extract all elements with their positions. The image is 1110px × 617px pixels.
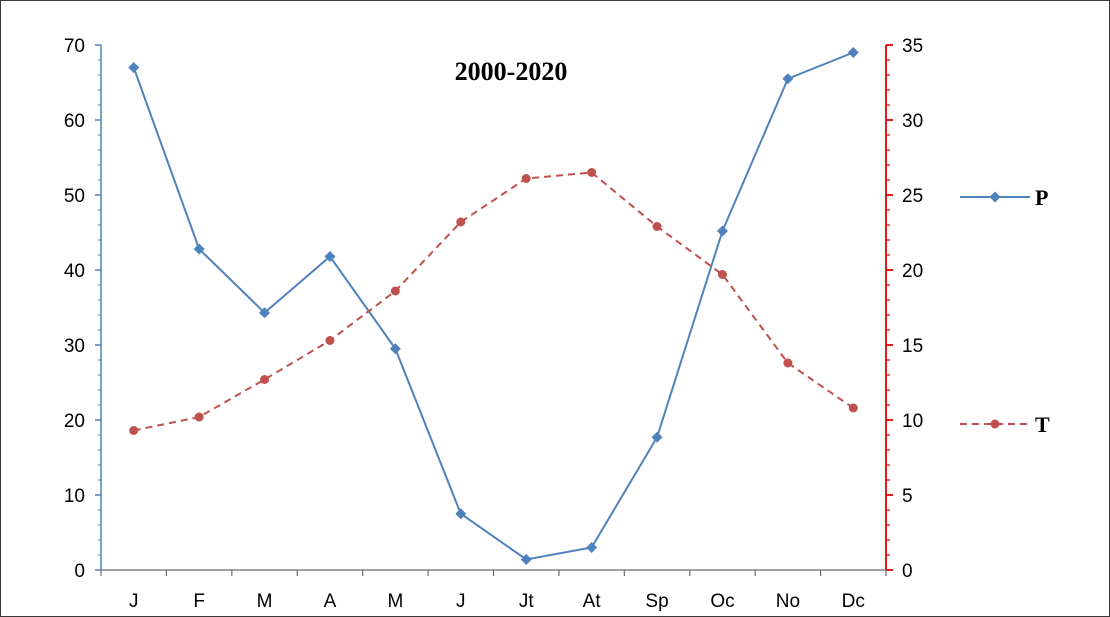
series-t-point — [652, 222, 662, 231]
series-p-line — [132, 51, 854, 561]
right-axis-tick-label: 35 — [902, 36, 923, 57]
series-p-point — [716, 225, 728, 237]
chart-title: 2000-2020 — [455, 57, 568, 86]
right-axis-tick-label: 30 — [902, 111, 923, 132]
series-p-point — [847, 47, 859, 58]
series-p-point — [520, 554, 532, 565]
x-axis-tick-label: Sp — [645, 591, 668, 612]
series-t-point — [783, 358, 793, 368]
x-axis-tick-label: J — [456, 591, 466, 612]
series-p-point — [586, 542, 598, 553]
legend-t-marker — [990, 419, 1000, 429]
legend: PT — [960, 185, 1050, 437]
x-axis-tick-label: M — [387, 591, 403, 612]
left-axis-tick-label: 10 — [64, 486, 85, 507]
series-p-point — [389, 343, 401, 355]
series-p-point — [259, 307, 271, 319]
series-t-point — [260, 375, 270, 384]
axes: 0 10 20 30 40 50 60 70 0 5 10 15 20 25 30 35 J F M A M J Jt At S… — [64, 36, 923, 612]
series-t-point — [390, 286, 400, 296]
series-t-point — [456, 217, 466, 227]
left-axis-tick-label: 60 — [64, 111, 85, 132]
series-p-point — [455, 508, 467, 520]
legend-p-label: P — [1035, 185, 1048, 210]
x-axis-tick-label: F — [193, 591, 205, 612]
series-t-point — [587, 168, 597, 177]
series-t-point — [325, 336, 335, 345]
x-axis-tick-label: No — [776, 591, 800, 612]
series-p-point — [128, 62, 140, 73]
series-t-point — [848, 403, 858, 413]
plot-area — [128, 47, 859, 565]
left-axis-tick-label: 0 — [74, 561, 85, 582]
x-axis-tick-label: M — [257, 591, 273, 612]
legend-t-label: T — [1035, 412, 1050, 437]
x-axis-tick-label: A — [324, 591, 337, 612]
left-axis-tick-label: 50 — [64, 186, 85, 207]
x-axis-tick-label: Oc — [710, 591, 734, 612]
series-t-point — [129, 426, 139, 435]
series-p-point — [193, 243, 205, 255]
x-axis-tick-label: Jt — [519, 591, 535, 612]
series-p-point — [324, 251, 336, 262]
legend-p-marker — [989, 191, 1001, 203]
right-axis-tick-label: 20 — [902, 261, 923, 282]
right-axis-tick-label: 0 — [902, 561, 913, 582]
series-t-point — [194, 412, 204, 422]
right-axis-tick-label: 5 — [902, 486, 913, 507]
series-t-line — [133, 171, 854, 432]
left-axis-tick-label: 70 — [64, 36, 85, 57]
right-axis-tick-label: 15 — [902, 336, 923, 357]
right-axis-tick-label: 25 — [902, 186, 923, 207]
left-axis-tick-label: 30 — [64, 336, 85, 357]
x-axis-tick-label: J — [129, 591, 139, 612]
left-axis-tick-label: 40 — [64, 261, 85, 282]
left-axis-tick-label: 20 — [64, 411, 85, 432]
series-p-point — [651, 431, 663, 443]
series-t-point — [521, 174, 531, 183]
x-axis-tick-label: Dc — [842, 591, 865, 612]
right-axis-tick-label: 10 — [902, 411, 923, 432]
series-t-point — [717, 270, 727, 279]
series-p-point — [782, 73, 794, 85]
x-axis-tick-label: At — [583, 591, 602, 612]
